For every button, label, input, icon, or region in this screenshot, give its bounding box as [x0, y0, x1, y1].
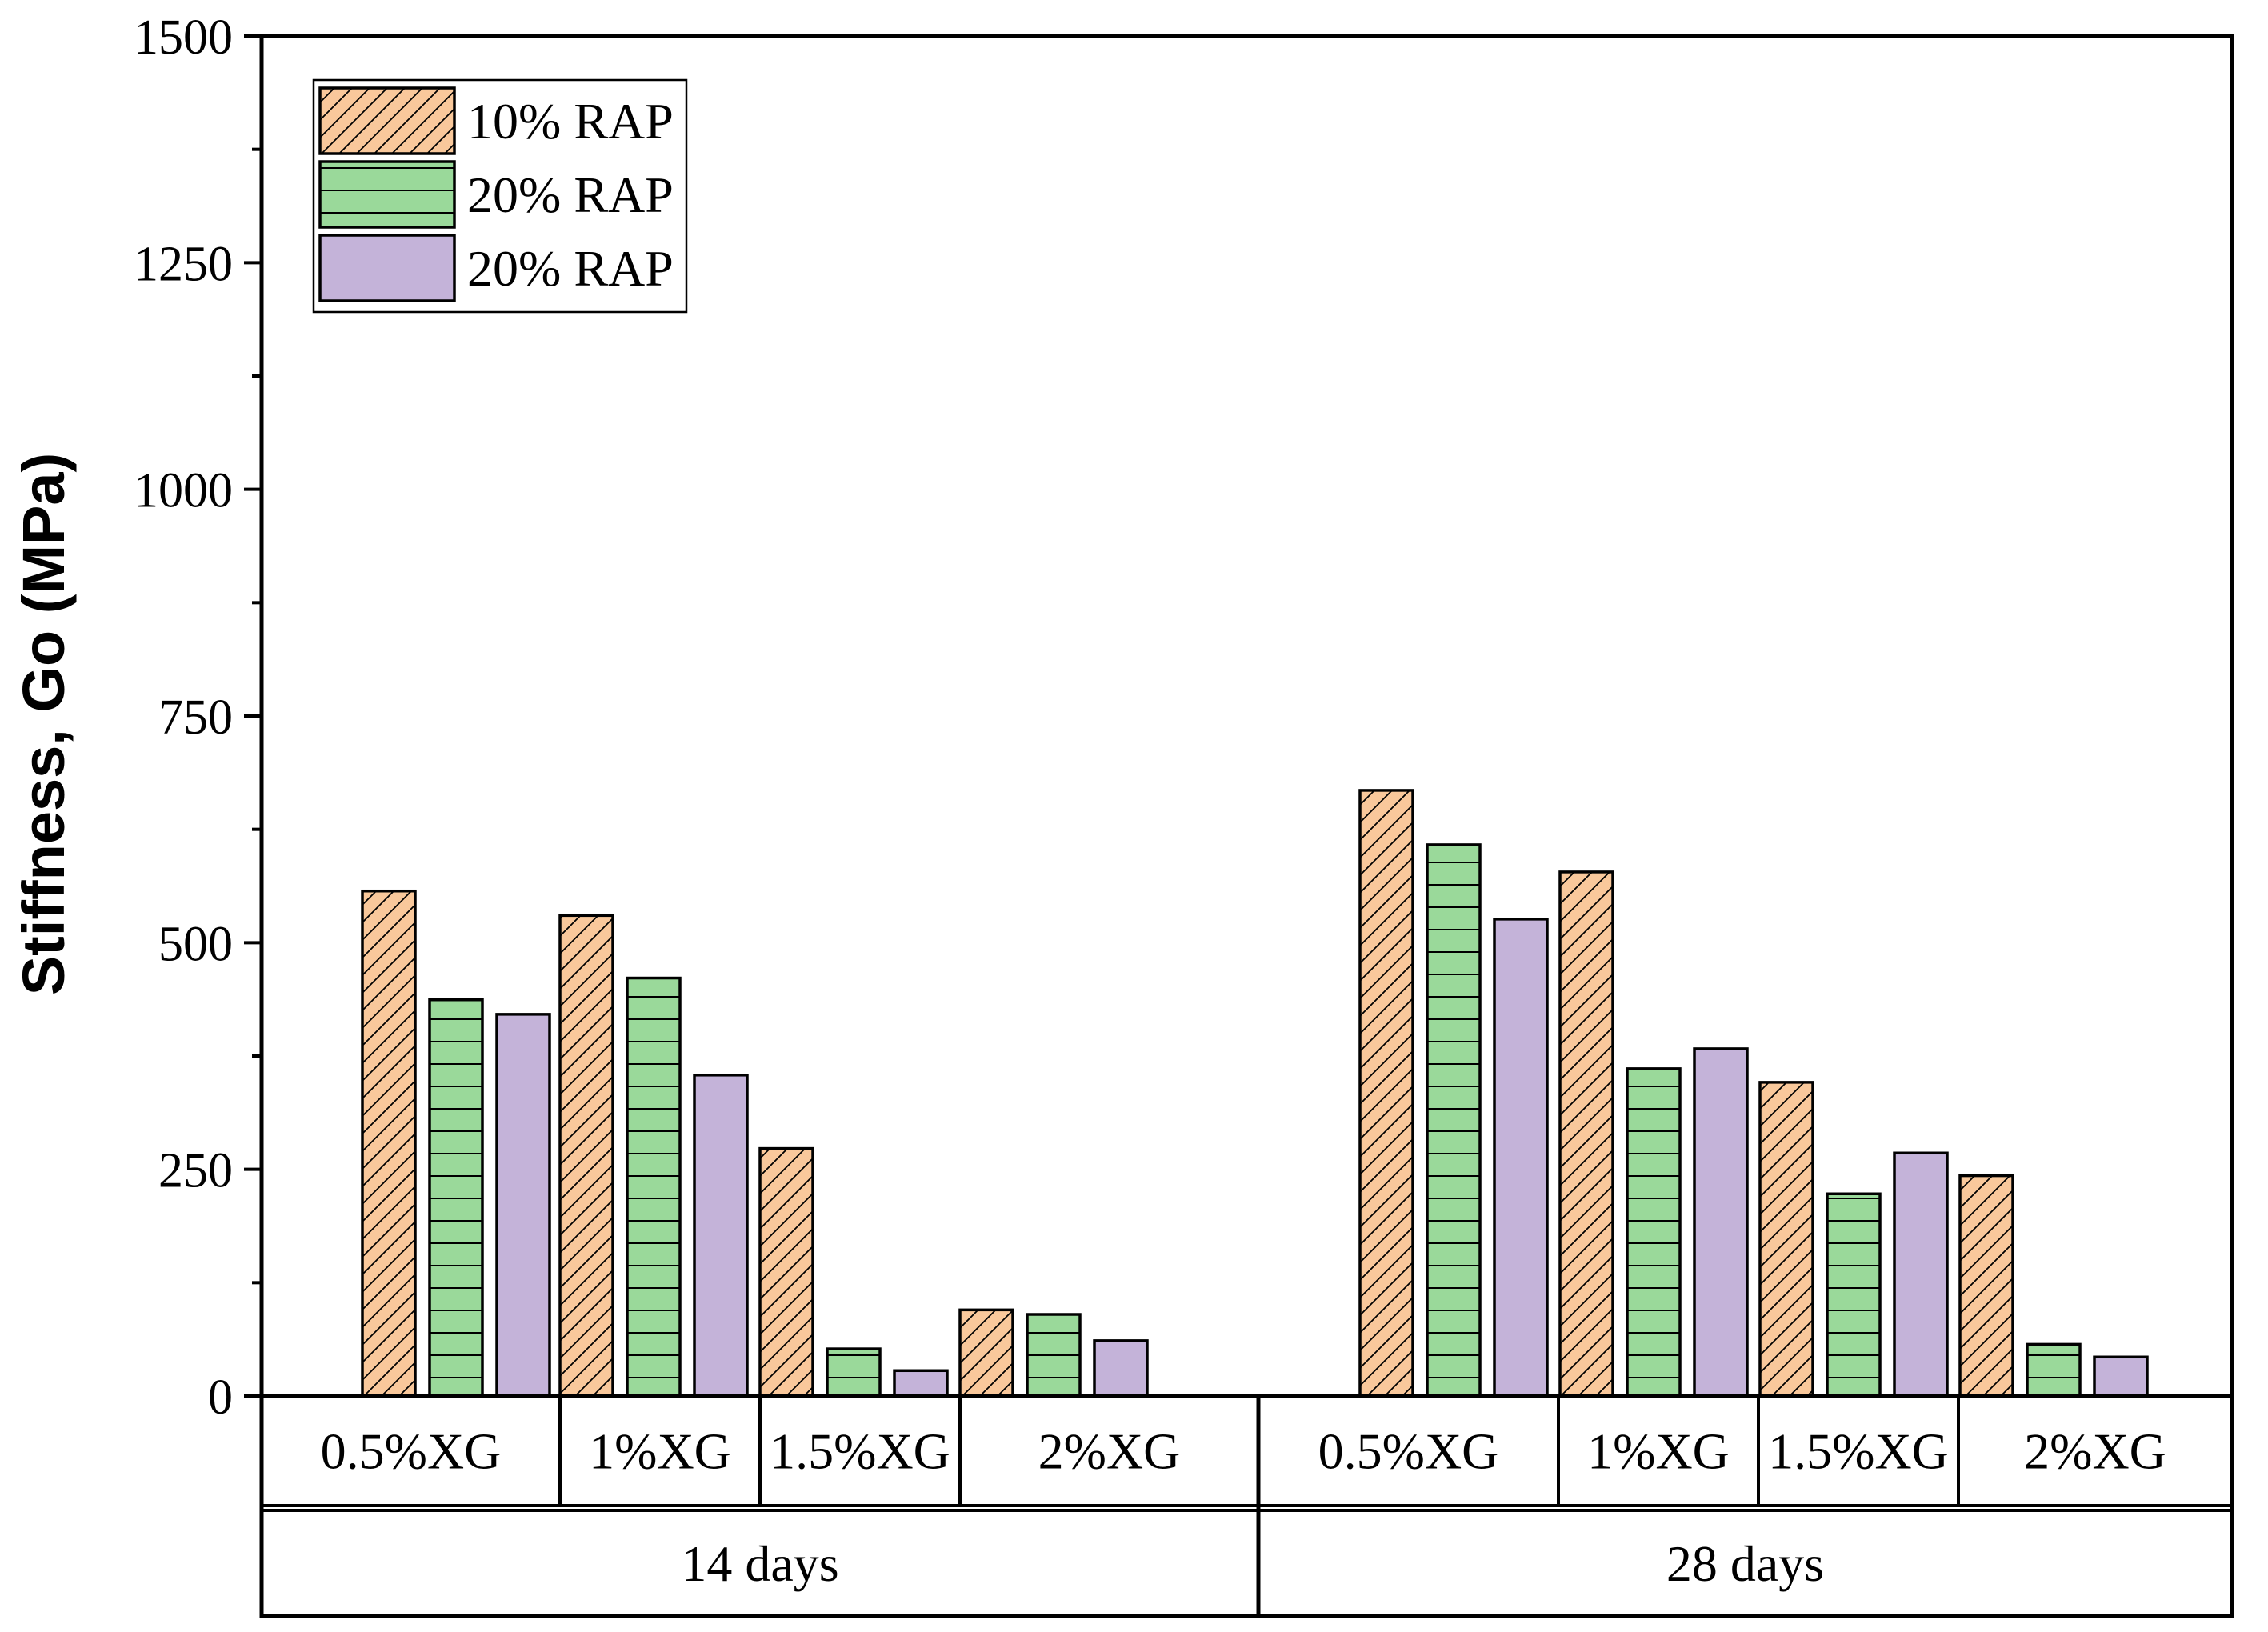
legend-swatch-3	[318, 234, 456, 302]
category-label: 2%XG	[1038, 1423, 1181, 1480]
bar-s3-28d-4	[2093, 1355, 2149, 1398]
legend: 10% RAP 20% RAP 20% RAP	[312, 78, 688, 314]
y-tick-label: 1250	[134, 237, 233, 291]
legend-swatch-2	[318, 160, 456, 229]
y-tick-label: 250	[158, 1144, 233, 1198]
bar-s1-28d-1	[1358, 789, 1414, 1398]
category-label: 1%XG	[1587, 1423, 1730, 1480]
y-tick-label: 500	[158, 917, 233, 971]
bar-s3-14d-1	[495, 1013, 551, 1398]
bar-s2-28d-1	[1426, 843, 1482, 1398]
bar-s2-14d-1	[428, 998, 484, 1398]
bar-s3-28d-1	[1493, 918, 1549, 1398]
bar-s2-28d-3	[1826, 1192, 1882, 1398]
legend-label-3: 20% RAP	[467, 240, 674, 297]
bar-s3-14d-3	[893, 1369, 949, 1398]
bar-s2-14d-4	[1026, 1313, 1082, 1398]
bar-s1-14d-1	[361, 889, 417, 1398]
bar-s2-28d-2	[1626, 1067, 1682, 1398]
bar-s1-28d-3	[1758, 1081, 1814, 1398]
bar-s2-14d-3	[826, 1347, 882, 1398]
bars-layer	[361, 789, 2149, 1398]
y-tick-label: 0	[208, 1370, 233, 1425]
bar-s3-28d-2	[1693, 1047, 1749, 1398]
category-label: 1.5%XG	[770, 1423, 950, 1480]
bar-s1-14d-2	[558, 914, 614, 1398]
legend-label-2: 20% RAP	[467, 166, 674, 223]
bar-s1-14d-4	[958, 1308, 1014, 1398]
category-label: 0.5%XG	[1318, 1423, 1499, 1480]
y-tick-label: 1000	[134, 464, 233, 518]
legend-swatch-1	[318, 86, 456, 155]
y-tick-label: 1500	[134, 10, 233, 65]
bar-s1-28d-2	[1558, 870, 1614, 1398]
category-label: 0.5%XG	[321, 1423, 502, 1480]
category-label: 1.5%XG	[1768, 1423, 1949, 1480]
group-label: 14 days	[681, 1535, 838, 1592]
group-label: 28 days	[1666, 1535, 1824, 1592]
bar-s1-14d-3	[758, 1146, 814, 1398]
category-label: 2%XG	[2024, 1423, 2166, 1480]
bar-s1-28d-4	[1958, 1174, 2014, 1398]
legend-label-1: 10% RAP	[467, 93, 674, 150]
y-axis-label: Stiffness, Go (MPa)	[10, 453, 77, 995]
category-axis: 0.5%XG 1%XG 1.5%XG 2%XG 14 days 0.5%XG 1%XG 1.5…	[259, 1394, 2234, 1618]
bar-s3-14d-2	[693, 1074, 749, 1398]
bar-s3-28d-3	[1893, 1151, 1949, 1398]
bar-s3-14d-4	[1093, 1339, 1149, 1398]
y-tick-label: 750	[158, 690, 233, 745]
bar-s2-14d-2	[626, 976, 682, 1398]
category-label: 1%XG	[589, 1423, 731, 1480]
bar-s2-28d-4	[2026, 1342, 2082, 1398]
